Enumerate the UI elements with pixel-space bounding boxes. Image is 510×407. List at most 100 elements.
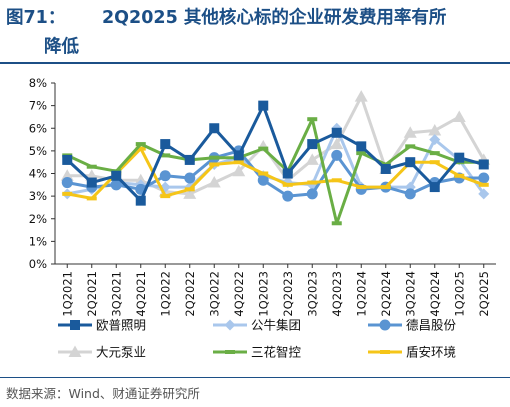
series-1-point [160, 139, 171, 150]
x-tick-label: 3Q2021 [109, 271, 123, 317]
legend-swatch-marker [70, 320, 80, 330]
x-tick-label: 2Q2022 [183, 271, 197, 317]
series-1-point [86, 177, 97, 188]
series-4-point [403, 126, 417, 138]
legend-label: 盾安环境 [406, 345, 456, 360]
series-3 [61, 145, 490, 202]
legend-swatch-marker [224, 319, 236, 331]
series-3-point [110, 179, 122, 191]
series-3-point [159, 170, 171, 182]
series-1-point [478, 159, 489, 170]
series-3-point [282, 190, 294, 202]
y-tick-label: 4% [29, 167, 47, 181]
x-tick-label: 2Q2023 [281, 271, 295, 317]
y-tick-label: 1% [29, 234, 47, 248]
series-3-point [478, 172, 490, 184]
x-tick-label: 1Q2022 [158, 271, 172, 317]
series-6-point [478, 182, 489, 187]
legend-swatch-marker [225, 350, 235, 354]
series-5-line [66, 117, 484, 225]
x-tick-label: 1Q2021 [60, 271, 74, 317]
series-2-point [429, 134, 441, 146]
series-1-point [233, 150, 244, 161]
series-1-point [111, 170, 122, 181]
series-5-point [331, 221, 342, 226]
series-1-point [307, 139, 318, 150]
series-5-point [86, 164, 97, 169]
series-2-point [478, 188, 490, 200]
chart-lines [60, 90, 491, 226]
legend-label: 欧普照明 [96, 318, 146, 333]
series-6-point [184, 187, 195, 192]
series-6-point [135, 146, 146, 151]
series-5-point [258, 146, 269, 151]
series-1-point [184, 154, 195, 165]
series-4-point [60, 169, 74, 181]
series-3-point [184, 172, 196, 184]
series-5-point [429, 151, 440, 156]
series-6-point [86, 196, 97, 201]
series-3-point [331, 149, 343, 161]
x-tick-label: 1Q2023 [256, 271, 270, 317]
source-note: 数据来源：Wind、财通证券研究所 [6, 386, 200, 401]
y-tick-label: 3% [29, 189, 47, 203]
series-4-point [354, 90, 368, 102]
series-6-point [160, 194, 171, 199]
series-1-point [405, 157, 416, 168]
x-tick-label: 3Q2023 [305, 271, 319, 317]
series-3-point [404, 188, 416, 200]
legend-item-5: 三花智控 [213, 345, 302, 360]
series-4-line [67, 95, 486, 196]
series-1-point [282, 168, 293, 179]
legend-label: 公牛集团 [251, 318, 301, 333]
y-tick-label: 0% [29, 257, 47, 271]
series-4-point [232, 164, 246, 177]
series-4-point [183, 187, 197, 199]
series-6-point [380, 185, 391, 190]
legend-label: 大元泵业 [96, 345, 146, 360]
series-5-point [356, 151, 367, 156]
series-4-point [428, 124, 442, 136]
series-1-point [331, 127, 342, 138]
legend-swatch-marker [68, 345, 82, 357]
legend-item-3: 德昌股份 [368, 318, 457, 333]
x-tick-label: 2Q2024 [379, 271, 393, 317]
series-6-point [331, 178, 342, 183]
series-5-point [160, 153, 171, 158]
legend-item-1: 欧普照明 [58, 318, 146, 333]
y-tick-label: 8% [29, 76, 47, 90]
figure-number: 图71： [6, 8, 66, 28]
series-1-point [380, 163, 391, 174]
y-tick-label: 5% [29, 144, 47, 158]
series-6-point [62, 191, 73, 196]
series-4-point [305, 153, 319, 165]
series-6-point [454, 173, 465, 178]
series-6-point [356, 185, 367, 190]
legend-swatch-marker [379, 319, 391, 331]
title-line-2: 降低 [44, 37, 79, 57]
series-4-point [207, 176, 221, 188]
series-6-point [307, 180, 318, 185]
series-5-point [209, 155, 220, 160]
legend-item-6: 盾安环境 [368, 345, 456, 360]
legend-label: 三花智控 [251, 345, 302, 360]
y-tick-label: 2% [29, 212, 47, 226]
series-6-point [233, 160, 244, 165]
title-line-1: 2Q2025 其他核心标的企业研发费用率有所 [102, 8, 447, 28]
legend-item-4: 大元泵业 [58, 345, 146, 360]
series-3-point [257, 174, 269, 186]
x-tick-label: 4Q2022 [232, 271, 246, 317]
series-6-point [258, 171, 269, 176]
x-tick-label: 3Q2022 [207, 271, 221, 317]
series-6-point [429, 160, 440, 165]
x-tick-label: 4Q2024 [428, 271, 442, 317]
series-3-point [61, 177, 73, 189]
legend-item-2: 公牛集团 [213, 318, 301, 333]
y-tick-label: 7% [29, 99, 47, 113]
series-1 [62, 100, 489, 206]
series-1-point [258, 100, 269, 111]
x-tick-label: 1Q2025 [452, 271, 466, 317]
series-5-point [405, 144, 416, 149]
series-1-point [429, 182, 440, 193]
